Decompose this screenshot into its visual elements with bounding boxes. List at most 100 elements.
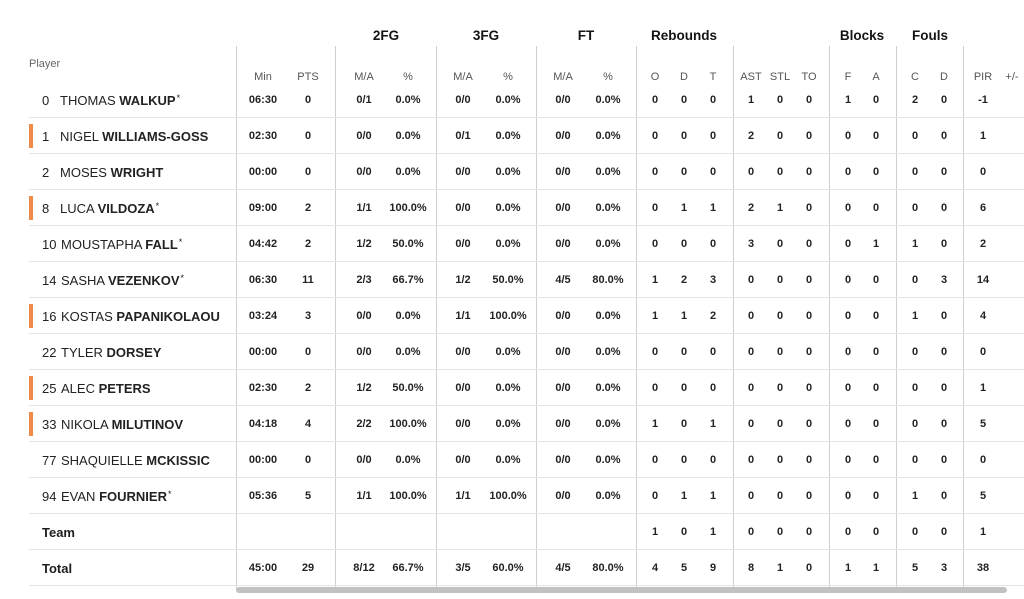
subheader-3fg-pct[interactable]: % [503, 71, 513, 83]
cell-reb-d: 1 [680, 490, 688, 502]
player-row[interactable]: 0 THOMAS WALKUP* 06:30 0 0/1 0.0% 0/0 0.0% 0/0 0.… [29, 82, 1024, 118]
cell-ft-pct: 0.0% [595, 130, 621, 142]
cell-pir: 0 [979, 346, 987, 358]
cell-ast: 8 [747, 562, 755, 574]
cell-blk-f: 0 [844, 130, 852, 142]
cell-3fg-ma: 0/1 [455, 130, 471, 142]
cell-2fg-ma: 8/12 [353, 562, 375, 574]
subheader-reb-t[interactable]: T [709, 71, 717, 83]
player-row[interactable]: 8 LUCA VILDOZA* 09:00 2 1/1 100.0% 0/0 0.0% 0/0 0… [29, 190, 1024, 226]
player-row[interactable]: 10 MOUSTAPHA FALL* 04:42 2 1/2 50.0% 0/0 0.0% 0/… [29, 226, 1024, 262]
cell-reb-d: 0 [680, 418, 688, 430]
cell-reb-t: 2 [709, 310, 717, 322]
player-name-link[interactable]: MOSES WRIGHT [60, 165, 164, 180]
cell-min: 09:00 [248, 202, 278, 214]
cell-to: 0 [805, 274, 813, 286]
subheader-ft-ma[interactable]: M/A [553, 71, 573, 83]
player-name-link[interactable]: THOMAS WALKUP* [60, 93, 180, 108]
cell-reb-d: 0 [680, 166, 688, 178]
total-row-label: Total [42, 561, 73, 576]
subheader-3fg-ma[interactable]: M/A [453, 71, 473, 83]
player-row[interactable]: 1 NIGEL WILLIAMS-GOSS 02:30 0 0/0 0.0% 0/1 0.0%… [29, 118, 1024, 154]
cell-ast: 0 [747, 490, 755, 502]
player-row[interactable]: 25 ALEC PETERS 02:30 2 1/2 50.0% 0/0 0.0% 0/0 0.0… [29, 370, 1024, 406]
player-name-link[interactable]: SASHA VEZENKOV* [61, 273, 184, 288]
cell-2fg-pct: 0.0% [395, 130, 421, 142]
cell-stl: 0 [776, 454, 784, 466]
cell-min: 02:30 [248, 382, 278, 394]
player-name-link[interactable]: SHAQUIELLE MCKISSIC [61, 453, 211, 468]
cell-pir: 0 [979, 454, 987, 466]
player-row[interactable]: 14 SASHA VEZENKOV* 06:30 11 2/3 66.7% 1/2 50.0%… [29, 262, 1024, 298]
subheader-foul-c[interactable]: C [911, 71, 919, 83]
cell-reb-o: 0 [651, 238, 659, 250]
cell-reb-d: 0 [680, 238, 688, 250]
cell-foul-d: 0 [940, 346, 948, 358]
player-name-link[interactable]: TYLER DORSEY [61, 345, 162, 360]
cell-min: 02:30 [248, 130, 278, 142]
horizontal-scrollbar[interactable] [236, 587, 1007, 593]
subheader-2fg-pct[interactable]: % [403, 71, 413, 83]
subheader-to[interactable]: TO [801, 71, 817, 83]
team-row: Team 1 0 1 0 0 0 0 0 0 0 1 [29, 514, 1024, 550]
player-last-name: PETERS [98, 381, 151, 396]
subheader-ft-pct[interactable]: % [603, 71, 613, 83]
subheader-plus-minus[interactable]: +/- [1005, 71, 1019, 83]
cell-2fg-ma: 1/1 [356, 490, 372, 502]
subheader-pts[interactable]: PTS [297, 71, 319, 83]
cell-stl: 0 [776, 166, 784, 178]
subheader-blk-f[interactable]: F [844, 71, 852, 83]
column-divider [335, 46, 336, 590]
cell-to: 0 [805, 454, 813, 466]
player-name-link[interactable]: MOUSTAPHA FALL* [61, 237, 182, 252]
player-row[interactable]: 16 KOSTAS PAPANIKOLAOU 03:24 3 0/0 0.0% 1/1 100… [29, 298, 1024, 334]
player-row[interactable]: 94 EVAN FOURNIER* 05:36 5 1/1 100.0% 1/1 100.0%… [29, 478, 1024, 514]
player-name-link[interactable]: NIKOLA MILUTINOV [61, 417, 184, 432]
subheader-reb-d[interactable]: D [680, 71, 688, 83]
cell-2fg-ma: 0/0 [356, 454, 372, 466]
player-row[interactable]: 2 MOSES WRIGHT 00:00 0 0/0 0.0% 0/0 0.0% 0/0 0.0%… [29, 154, 1024, 190]
cell-pts: 4 [304, 418, 312, 430]
player-number: 0 [42, 93, 50, 108]
player-last-name: WALKUP [119, 93, 176, 108]
cell-pir: 14 [976, 274, 990, 286]
cell-pir: 4 [979, 310, 987, 322]
cell-2fg-pct: 100.0% [389, 418, 427, 430]
column-divider [536, 46, 537, 590]
player-row[interactable]: 77 SHAQUIELLE MCKISSIC 00:00 0 0/0 0.0% 0/0 0.0… [29, 442, 1024, 478]
subheader-pir[interactable]: PIR [973, 71, 993, 83]
subheader-blk-a[interactable]: A [872, 71, 880, 83]
cell-min: 45:00 [248, 562, 278, 574]
player-row[interactable]: 22 TYLER DORSEY 00:00 0 0/0 0.0% 0/0 0.0% 0/0 0.0… [29, 334, 1024, 370]
cell-3fg-pct: 0.0% [495, 454, 521, 466]
column-divider [236, 46, 237, 590]
cell-pts: 0 [304, 346, 312, 358]
cell-stl: 0 [776, 310, 784, 322]
cell-reb-o: 0 [651, 166, 659, 178]
player-name-link[interactable]: NIGEL WILLIAMS-GOSS [60, 129, 209, 144]
subheader-2fg-ma[interactable]: M/A [354, 71, 374, 83]
player-name-link[interactable]: KOSTAS PAPANIKOLAOU [61, 309, 221, 324]
player-last-name: FOURNIER [99, 489, 167, 504]
subheader-foul-d[interactable]: D [940, 71, 948, 83]
player-number: 14 [42, 273, 57, 288]
column-divider [829, 46, 830, 590]
cell-reb-o: 1 [651, 526, 659, 538]
player-row[interactable]: 33 NIKOLA MILUTINOV 04:18 4 2/2 100.0% 0/0 0.0%… [29, 406, 1024, 442]
subheader-stl[interactable]: STL [769, 71, 791, 83]
column-divider [896, 46, 897, 590]
subheader-ast[interactable]: AST [740, 71, 762, 83]
cell-stl: 0 [776, 130, 784, 142]
cell-blk-a: 0 [872, 526, 880, 538]
subheader-min[interactable]: Min [254, 71, 272, 83]
player-first-name: ALEC [61, 381, 95, 396]
player-name-link[interactable]: LUCA VILDOZA* [60, 201, 159, 216]
player-name-link[interactable]: ALEC PETERS [61, 381, 152, 396]
cell-stl: 1 [776, 562, 784, 574]
cell-pts: 3 [304, 310, 312, 322]
cell-2fg-pct: 0.0% [395, 94, 421, 106]
player-name-link[interactable]: EVAN FOURNIER* [61, 489, 171, 504]
cell-reb-t: 1 [709, 490, 717, 502]
cell-reb-d: 2 [680, 274, 688, 286]
subheader-reb-o[interactable]: O [650, 71, 660, 83]
